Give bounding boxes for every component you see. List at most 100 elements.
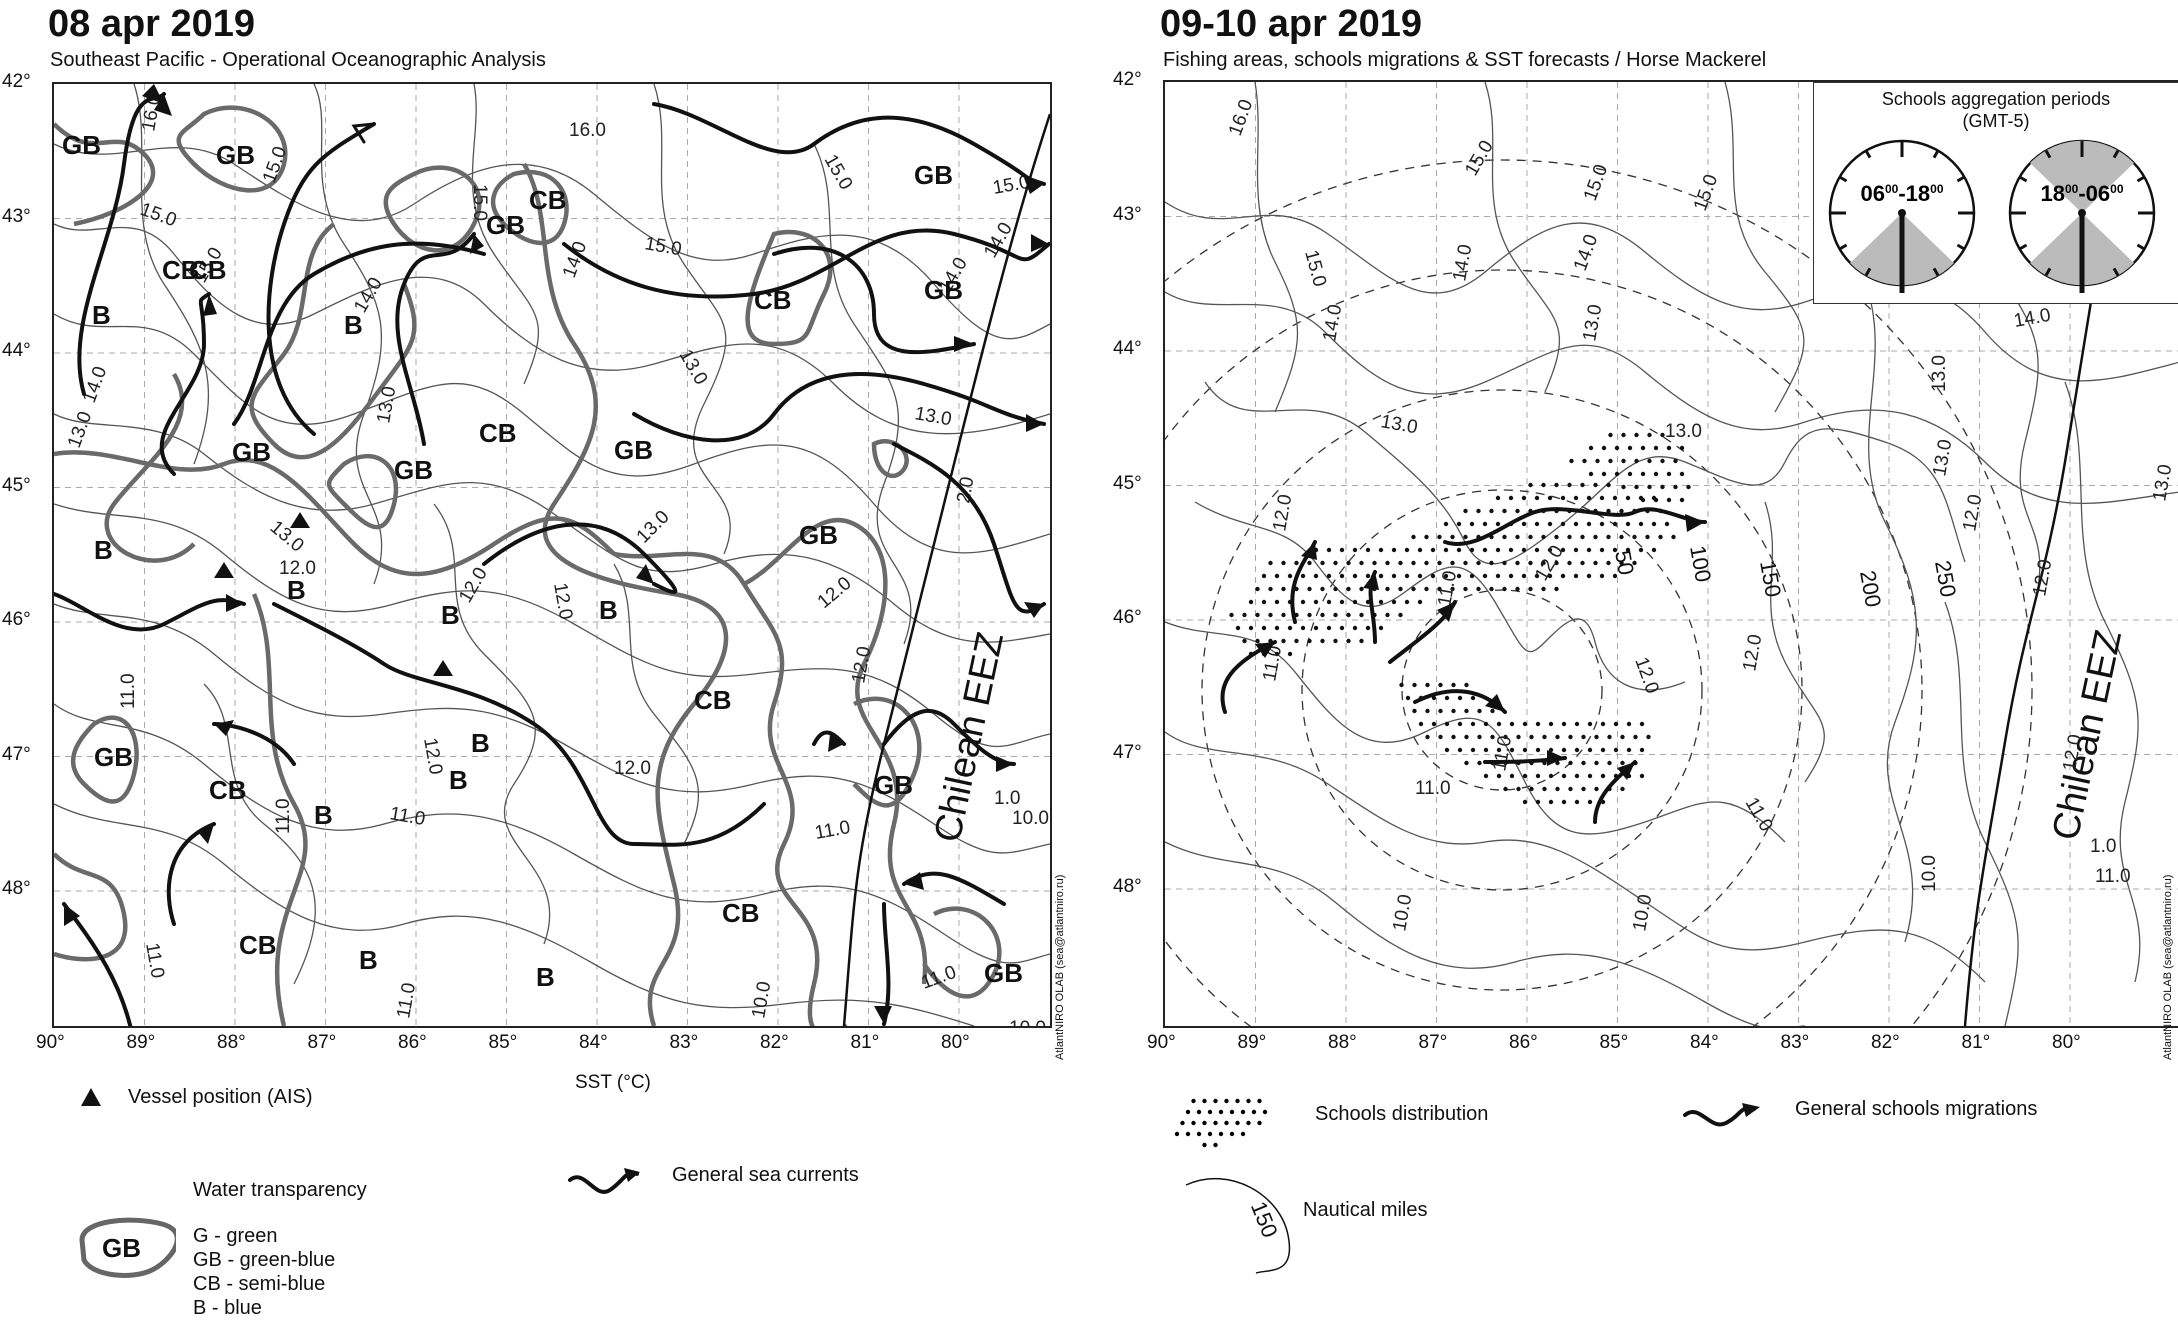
school-dot [1251,1109,1257,1115]
school-dot [1534,573,1540,579]
school-dot [1307,560,1312,566]
school-dot [1573,521,1579,527]
isotherm-label: 10.0 [1389,893,1416,933]
transparency-zone-label: B [287,575,306,605]
school-dot [1535,799,1541,805]
school-dot [1385,560,1390,566]
school-dot [1515,508,1520,514]
school-dot [1625,495,1631,501]
transparency-zone-label: GB [394,455,433,485]
school-dot [1561,721,1567,727]
transparency-zone-label: GB [914,160,953,190]
school-dot [1640,471,1646,477]
school-dot [1281,586,1286,592]
right-map-subtitle: Fishing areas, schools migrations & SST … [1163,49,1767,71]
school-dot [1399,682,1404,688]
school-dot [1653,471,1659,477]
school-dot [1640,497,1646,503]
school-dot [1561,747,1567,753]
lat-tick-label: 42° [1113,69,1142,90]
school-dot [1535,773,1541,779]
school-dot [1346,586,1351,592]
school-dot [1639,773,1645,779]
school-dot [1281,638,1286,644]
school-dot [1437,560,1442,566]
clock-tick [1932,149,1940,159]
left-sea-currents [54,84,1050,1026]
school-dot [1508,573,1514,579]
school-dot [1548,747,1554,753]
school-dot [1417,599,1423,605]
school-dot [1502,560,1507,566]
school-dot [1185,1131,1191,1137]
school-dot [1412,682,1417,688]
school-dot [1612,573,1618,579]
school-dot [1365,573,1371,579]
school-dot [1268,612,1273,618]
lon-tick-label: 82° [760,1032,789,1053]
school-dot [1425,708,1430,714]
school-dot [1246,1098,1251,1104]
school-dot [1594,734,1599,740]
school-dot [1405,695,1411,701]
school-dot [1632,560,1637,566]
school-dot [1437,586,1442,592]
school-dot [1235,625,1241,631]
isotherm-label: 12.0 [1269,493,1296,533]
school-dot [1495,495,1501,501]
isotherm-label: 10.0 [1009,1018,1046,1026]
school-dot [1606,534,1611,540]
school-dot [1482,521,1488,527]
isotherm-label: 10.0 [1012,808,1049,829]
school-dot [1404,599,1410,605]
school-dot [1651,521,1657,527]
school-dot [1522,747,1528,753]
school-dot [1490,708,1495,714]
right-eez-label: Chilean EEZ [2045,626,2130,843]
transparency-zone-label: CB [479,418,517,448]
transparency-zone-label: GB [924,275,963,305]
school-dot [1450,586,1455,592]
school-dot [1528,586,1533,592]
transparency-item: CB - semi-blue [193,1273,326,1295]
isotherm-label: 1.0 [2090,836,2116,857]
school-dot [1621,458,1626,464]
school-dot [1235,1120,1240,1126]
school-dot [1207,1131,1213,1137]
school-dot [1352,547,1358,553]
school-dot [1534,547,1540,553]
school-dot [1339,599,1345,605]
clock-tick [2112,149,2120,159]
left-legend-transparency-icon: GB [79,1217,176,1278]
isotherm-label: 11.0 [1434,569,1461,608]
school-dot [1508,495,1514,501]
school-dot [1333,612,1338,618]
school-dot [1599,521,1605,527]
school-dot [1346,612,1351,618]
school-dot [1554,560,1559,566]
school-dot [1240,1109,1246,1115]
school-dot [1502,534,1507,540]
left-legend-current-icon [568,1168,640,1194]
lon-tick-label: 89° [126,1032,156,1053]
school-dot [1268,586,1273,592]
isotherm-label: 1.0 [994,788,1020,809]
legend-schools-text: Schools distribution [1315,1103,1489,1125]
isotherm-label: 13.0 [64,409,96,451]
school-dot [1424,586,1429,592]
school-dot [1586,521,1592,527]
school-dot [1658,534,1663,540]
school-dot [1242,638,1247,644]
transparency-zone-label: GB [984,958,1023,988]
school-dot [1444,747,1450,753]
school-dot [1567,534,1572,540]
school-dot [1515,560,1520,566]
lon-tick-label: 85° [488,1032,518,1053]
school-dot [1202,1142,1207,1148]
school-dot [1246,1120,1251,1126]
left-legend-current-text: General sea currents [672,1164,859,1186]
school-dot [1464,760,1469,766]
left-credit: AtlantNIRO OLAB (sea@atlantniro.ru) [1054,874,1066,1060]
school-dot [1431,695,1437,701]
school-dot [1398,560,1403,566]
